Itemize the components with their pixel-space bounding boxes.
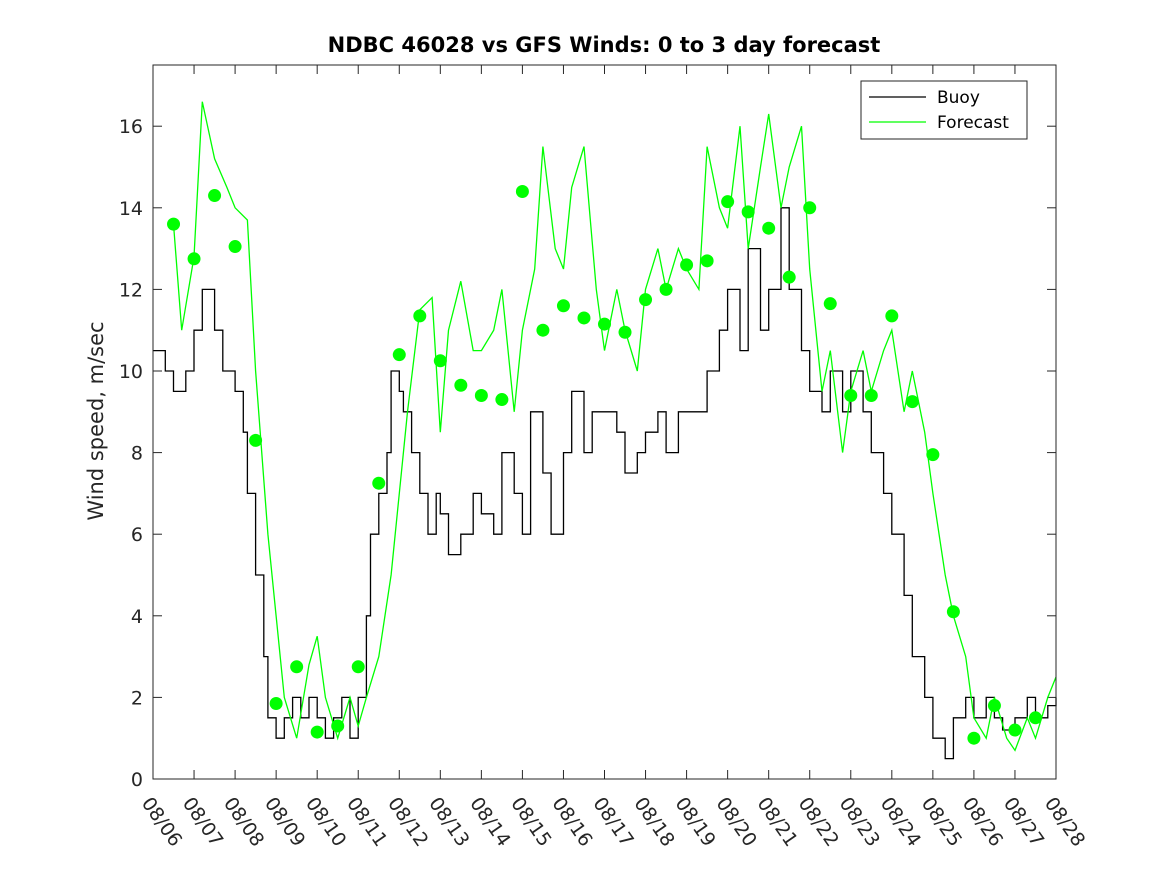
y-tick-label: 4 [131, 606, 143, 628]
forecast-marker [413, 309, 427, 323]
x-tick-label: 08/25 [917, 793, 966, 850]
x-tick-label: 08/24 [876, 793, 925, 850]
forecast-marker [618, 325, 632, 339]
forecast-marker [803, 201, 817, 215]
forecast-marker [454, 378, 468, 392]
forecast-marker [987, 699, 1001, 713]
forecast-marker [167, 217, 181, 231]
x-tick-label: 08/19 [670, 793, 719, 850]
x-tick-label: 08/17 [588, 793, 637, 850]
x-tick-label: 08/27 [999, 793, 1048, 850]
x-tick-label: 08/09 [260, 793, 309, 850]
forecast-marker [433, 354, 447, 368]
x-tick-label: 08/18 [629, 793, 678, 850]
forecast-marker [926, 448, 940, 462]
forecast-marker [946, 605, 960, 619]
forecast-marker [372, 476, 386, 490]
forecast-marker [290, 660, 304, 674]
x-tick-label: 08/20 [712, 793, 761, 850]
x-tick-label: 08/13 [424, 793, 473, 850]
forecast-marker [639, 293, 653, 307]
forecast-marker [1008, 723, 1022, 737]
forecast-marker [823, 297, 837, 311]
y-axis-label: Wind speed, m/sec [84, 321, 108, 520]
x-tick-label: 08/22 [794, 793, 843, 850]
x-tick-label: 08/07 [178, 793, 227, 850]
forecast-marker [249, 433, 263, 447]
chart-title: NDBC 46028 vs GFS Winds: 0 to 3 day fore… [328, 33, 881, 57]
forecast-marker [495, 393, 509, 407]
forecast-marker [885, 309, 899, 323]
legend: Buoy Forecast [860, 80, 1028, 140]
plot-background [153, 65, 1056, 779]
forecast-marker [331, 719, 345, 733]
legend-box [860, 80, 1028, 140]
x-tick-label: 08/10 [301, 793, 350, 850]
forecast-marker [741, 205, 755, 219]
forecast-marker [700, 254, 714, 268]
forecast-marker [269, 697, 283, 711]
forecast-marker [515, 184, 529, 198]
y-tick-label: 0 [131, 769, 143, 791]
forecast-marker [351, 660, 365, 674]
forecast-marker [556, 299, 570, 313]
x-tick-label: 08/12 [383, 793, 432, 850]
legend-forecast-label: Forecast [937, 113, 1009, 133]
x-tick-label: 08/15 [506, 793, 555, 850]
legend-buoy-label: Buoy [937, 88, 980, 108]
plot-area [153, 65, 1056, 779]
forecast-marker [782, 270, 796, 284]
forecast-line [172, 101, 1057, 752]
x-tick-label: 08/21 [753, 793, 802, 850]
y-tick-label: 10 [119, 361, 143, 383]
forecast-marker [659, 282, 673, 296]
forecast-marker [208, 189, 222, 203]
y-tick-label: 8 [131, 443, 143, 465]
forecast-markers [167, 184, 1042, 745]
x-tick-label: 08/26 [958, 793, 1007, 850]
x-tick-label: 08/11 [342, 793, 391, 850]
forecast-marker [1028, 711, 1042, 725]
y-tick-label: 6 [131, 524, 143, 546]
forecast-marker [762, 221, 776, 235]
x-tick-label: 08/06 [137, 793, 186, 850]
buoy-line [153, 207, 1057, 760]
x-tick-label: 08/23 [835, 793, 884, 850]
forecast-marker [187, 252, 201, 266]
forecast-marker [598, 317, 611, 331]
forecast-marker [905, 395, 919, 409]
forecast-marker [844, 388, 858, 402]
forecast-marker [228, 240, 242, 254]
x-tick-label: 08/14 [465, 793, 514, 850]
series-layer [153, 101, 1057, 760]
forecast-marker [577, 311, 591, 325]
y-tick-label: 2 [131, 687, 143, 709]
y-tick-label: 14 [119, 198, 143, 220]
forecast-marker [680, 258, 694, 272]
x-tick-label: 08/08 [219, 793, 268, 850]
forecast-marker [864, 388, 878, 402]
forecast-marker [392, 348, 406, 362]
forecast-marker [310, 725, 324, 739]
y-axis: 0 2 4 6 8 10 12 14 16 [119, 116, 1056, 791]
y-tick-label: 12 [119, 279, 143, 301]
y-tick-label: 16 [119, 116, 143, 138]
forecast-marker [536, 323, 550, 337]
x-tick-label: 08/28 [1040, 793, 1089, 850]
plot-frame [152, 64, 1057, 780]
forecast-marker [721, 195, 735, 209]
forecast-marker [474, 388, 488, 402]
x-tick-label: 08/16 [547, 793, 596, 850]
forecast-marker [967, 731, 981, 745]
